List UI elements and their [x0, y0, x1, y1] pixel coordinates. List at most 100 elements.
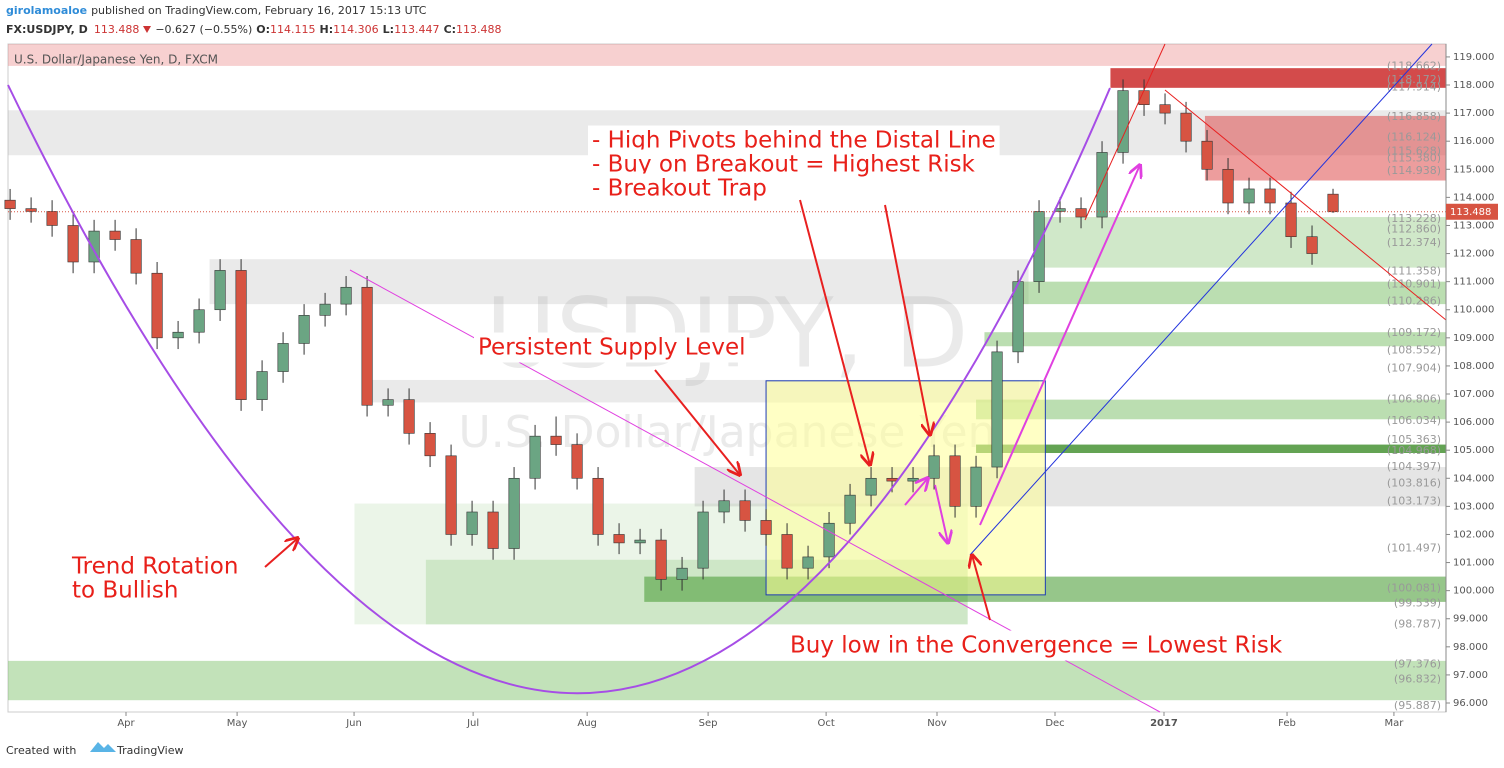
arrow: [904, 478, 928, 506]
candle-body: [802, 556, 814, 569]
candle-body: [340, 286, 352, 305]
candle-body: [886, 477, 898, 482]
candle-body: [1096, 152, 1108, 218]
candle-body: [1075, 208, 1087, 218]
level-label: (114.938): [1387, 164, 1441, 177]
candle-body: [823, 522, 835, 558]
level-label: (117.914): [1387, 80, 1441, 93]
candle-body: [676, 567, 688, 580]
candle-body: [781, 534, 793, 569]
zone: [8, 660, 1446, 701]
level-label: (109.172): [1387, 326, 1441, 339]
candle-body: [151, 272, 163, 339]
candle-body: [403, 399, 415, 434]
arrow: [972, 555, 991, 621]
y-tick-label: 110.000: [1453, 305, 1494, 316]
candle-body: [445, 455, 457, 535]
candle-body: [67, 225, 79, 263]
parabola: [7, 84, 1111, 695]
annotation-bg: [786, 630, 1287, 661]
candle-body: [550, 435, 562, 445]
tradingview-logo: [90, 742, 116, 752]
zone: [209, 259, 1029, 305]
candle-body: [1033, 211, 1045, 282]
candle-body: [1264, 188, 1276, 204]
last-price-label: 113.488: [1450, 207, 1491, 218]
level-label: (106.034): [1387, 414, 1441, 427]
candle-body: [655, 539, 667, 580]
candle-body: [1285, 202, 1297, 238]
candle-body: [949, 455, 961, 507]
candle-body: [718, 500, 730, 513]
arrow: [264, 538, 298, 568]
annotation: Buy low in the Convergence = Lowest Risk: [790, 633, 1283, 659]
candle-body: [697, 511, 709, 569]
y-tick-label: 118.000: [1453, 80, 1494, 91]
candle-body: [1327, 193, 1339, 213]
low: 113.447: [394, 23, 440, 36]
candle-body: [928, 455, 940, 479]
level-label: (112.374): [1387, 236, 1441, 249]
candle-body: [424, 433, 436, 457]
level-label: (103.173): [1387, 495, 1441, 508]
candle-body: [361, 286, 373, 406]
candle-body: [466, 511, 478, 535]
level-label: (111.358): [1387, 265, 1441, 278]
y-tick-label: 96.000: [1453, 698, 1488, 709]
level-label: (113.228): [1387, 212, 1441, 225]
x-tick-label: Aug: [577, 718, 597, 729]
candle-body: [277, 343, 289, 372]
annotation: - Buy on Breakout = Highest Risk: [592, 152, 976, 178]
y-tick-label: 105.000: [1453, 445, 1494, 456]
y-tick-label: 114.000: [1453, 192, 1494, 203]
level-label: (115.380): [1387, 152, 1441, 165]
candle-body: [1012, 281, 1024, 353]
candle-body: [46, 211, 58, 226]
high: 114.306: [333, 23, 379, 36]
x-tick-label: Apr: [117, 718, 135, 729]
candle-body: [991, 351, 1003, 468]
level-label: (105.363): [1387, 433, 1441, 446]
candle-body: [1117, 90, 1129, 153]
arrow: [654, 369, 740, 475]
level-label: (107.904): [1387, 362, 1441, 375]
y-tick-label: 104.000: [1453, 473, 1494, 484]
level-label: (104.968): [1387, 444, 1441, 457]
zone: [1041, 217, 1446, 268]
x-tick-label: 2017: [1150, 718, 1178, 729]
level-label: (110.901): [1387, 277, 1441, 290]
arrow: [884, 204, 930, 435]
x-tick-label: Sep: [699, 718, 718, 729]
footer-created: Created with: [6, 744, 76, 757]
annotation: - Breakout Trap: [592, 176, 767, 202]
footer-brand[interactable]: TradingView: [116, 744, 183, 757]
level-label: (106.806): [1387, 392, 1441, 405]
level-label: (108.552): [1387, 343, 1441, 356]
candle-body: [844, 494, 856, 524]
author[interactable]: girolamoaloe: [6, 4, 87, 17]
candle-body: [529, 435, 541, 479]
y-tick-label: 98.000: [1453, 642, 1488, 653]
candle-body: [571, 444, 583, 479]
zone: [976, 399, 1446, 420]
drawings: - High Pivots behind the Distal Line- Bu…: [7, 43, 1447, 713]
candle-body: [172, 331, 184, 339]
level-label: (101.497): [1387, 542, 1441, 555]
candle-body: [109, 230, 121, 240]
candle-body: [4, 199, 16, 209]
price: 113.488: [94, 23, 140, 36]
y-tick-label: 108.000: [1453, 361, 1494, 372]
candle-body: [865, 477, 877, 496]
level-label: (118.172): [1387, 73, 1441, 86]
zone: [1110, 68, 1446, 88]
candle-body: [907, 477, 919, 482]
zone: [8, 44, 1446, 66]
open-label: O:: [256, 23, 270, 36]
y-tick-label: 117.000: [1453, 108, 1494, 119]
legend: U.S. Dollar/Japanese Yen, D, FXCM: [14, 53, 218, 67]
arrow: [934, 484, 948, 543]
candle-body: [592, 477, 604, 535]
y-tick-label: 100.000: [1453, 586, 1494, 597]
red-channel: [1084, 43, 1166, 221]
